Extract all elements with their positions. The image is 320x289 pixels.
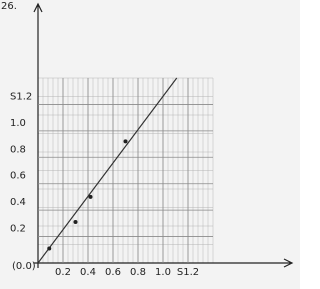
fit-line [37,77,178,264]
x-tick-label: 1.0 [155,267,171,278]
chart: 26. (0.0) 0.2 0.4 0.6 0.8 1.0 S1.2 0.2 0.4 0.6 0.… [0,0,300,289]
x-tick-label: 0.4 [80,267,96,278]
data-point [73,220,78,225]
background [0,0,300,289]
origin-label: (0.0) [12,261,36,272]
y-tick-label: 0.6 [10,171,26,182]
data-point [47,246,52,251]
x-tick-label: S1.2 [177,267,199,278]
chart-title: 26. [1,1,17,12]
y-tick-label: 0.8 [10,144,26,155]
y-tick-label: 0.4 [10,197,26,208]
x-tick-label: 0.8 [130,267,146,278]
x-tick-label: 0.2 [55,267,71,278]
x-tick-label: 0.6 [105,267,121,278]
y-tick-label: 0.2 [10,224,26,235]
y-tick-label: S1.2 [10,91,32,102]
data-point [123,139,128,144]
y-tick-label: 1.0 [10,118,26,129]
data-point [88,194,93,199]
y-axis [33,2,43,268]
